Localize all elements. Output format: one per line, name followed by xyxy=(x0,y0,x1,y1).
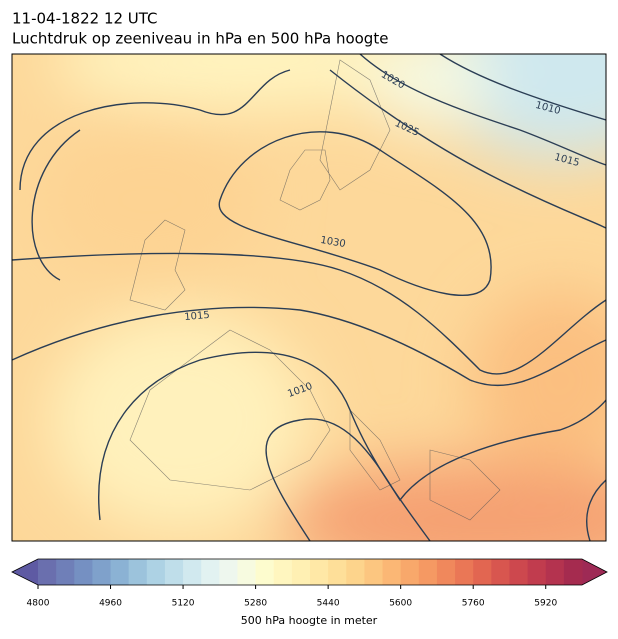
colorbar-tick-label: 5440 xyxy=(317,599,340,609)
colorbar-segment xyxy=(473,559,492,585)
colorbar-segment xyxy=(92,559,112,585)
colorbar-segment xyxy=(491,559,510,585)
colorbar-under xyxy=(12,559,38,585)
colorbar-segment xyxy=(201,559,220,585)
colorbar-segment xyxy=(328,559,347,585)
colorbar-segment xyxy=(38,559,57,585)
colorbar-segment xyxy=(146,559,166,585)
colorbar-segment xyxy=(310,559,329,585)
colorbar-segment xyxy=(509,559,529,585)
colorbar-over xyxy=(582,559,607,585)
colorbar-segment xyxy=(382,559,402,585)
subtitle: Luchtdruk op zeeniveau in hPa en 500 hPa… xyxy=(12,30,388,48)
colorbar-tick-label: 5920 xyxy=(534,599,557,609)
colorbar-segment xyxy=(110,559,130,585)
colorbar-segment xyxy=(219,559,238,585)
colorbar-label: 500 hPa hoogte in meter xyxy=(241,614,378,627)
colorbar-segment xyxy=(436,559,456,585)
colorbar-segment xyxy=(400,559,420,585)
colorbar-segment xyxy=(56,559,75,585)
colorbar-segment xyxy=(563,559,583,585)
title: 11-04-1822 12 UTC xyxy=(12,10,158,28)
colorbar-segment xyxy=(273,559,293,585)
colorbar-segment xyxy=(255,559,275,585)
colorbar: 4800 4960 5120 5280 5440 5600 5760 5920 xyxy=(11,558,608,609)
colorbar-segment xyxy=(418,559,438,585)
colorbar-segment xyxy=(164,559,184,585)
colorbar-segment xyxy=(291,559,311,585)
colorbar-tick-label: 5600 xyxy=(389,599,412,609)
colorbar-segment xyxy=(74,559,93,585)
colorbar-segment xyxy=(183,559,202,585)
colorbar-segment xyxy=(455,559,474,585)
colorbar-segment xyxy=(545,559,565,585)
colorbar-tick-label: 4960 xyxy=(99,599,122,609)
map-area: 1020 1010 1025 1015 1030 1015 1010 xyxy=(12,54,606,541)
contour-label: 1030 xyxy=(319,235,346,250)
colorbar-segment xyxy=(346,559,365,585)
contour-label: 1015 xyxy=(184,310,210,323)
map-frame xyxy=(11,53,607,542)
colorbar-segment xyxy=(237,559,257,585)
colorbar-segment xyxy=(364,559,384,585)
colorbar-segment xyxy=(527,559,547,585)
colorbar-tick-label: 4800 xyxy=(27,599,50,609)
colorbar-segment xyxy=(128,559,148,585)
colorbar-tick-label: 5280 xyxy=(244,599,267,609)
colorbar-tick-label: 5120 xyxy=(172,599,195,609)
colorbar-tick-label: 5760 xyxy=(462,599,485,609)
